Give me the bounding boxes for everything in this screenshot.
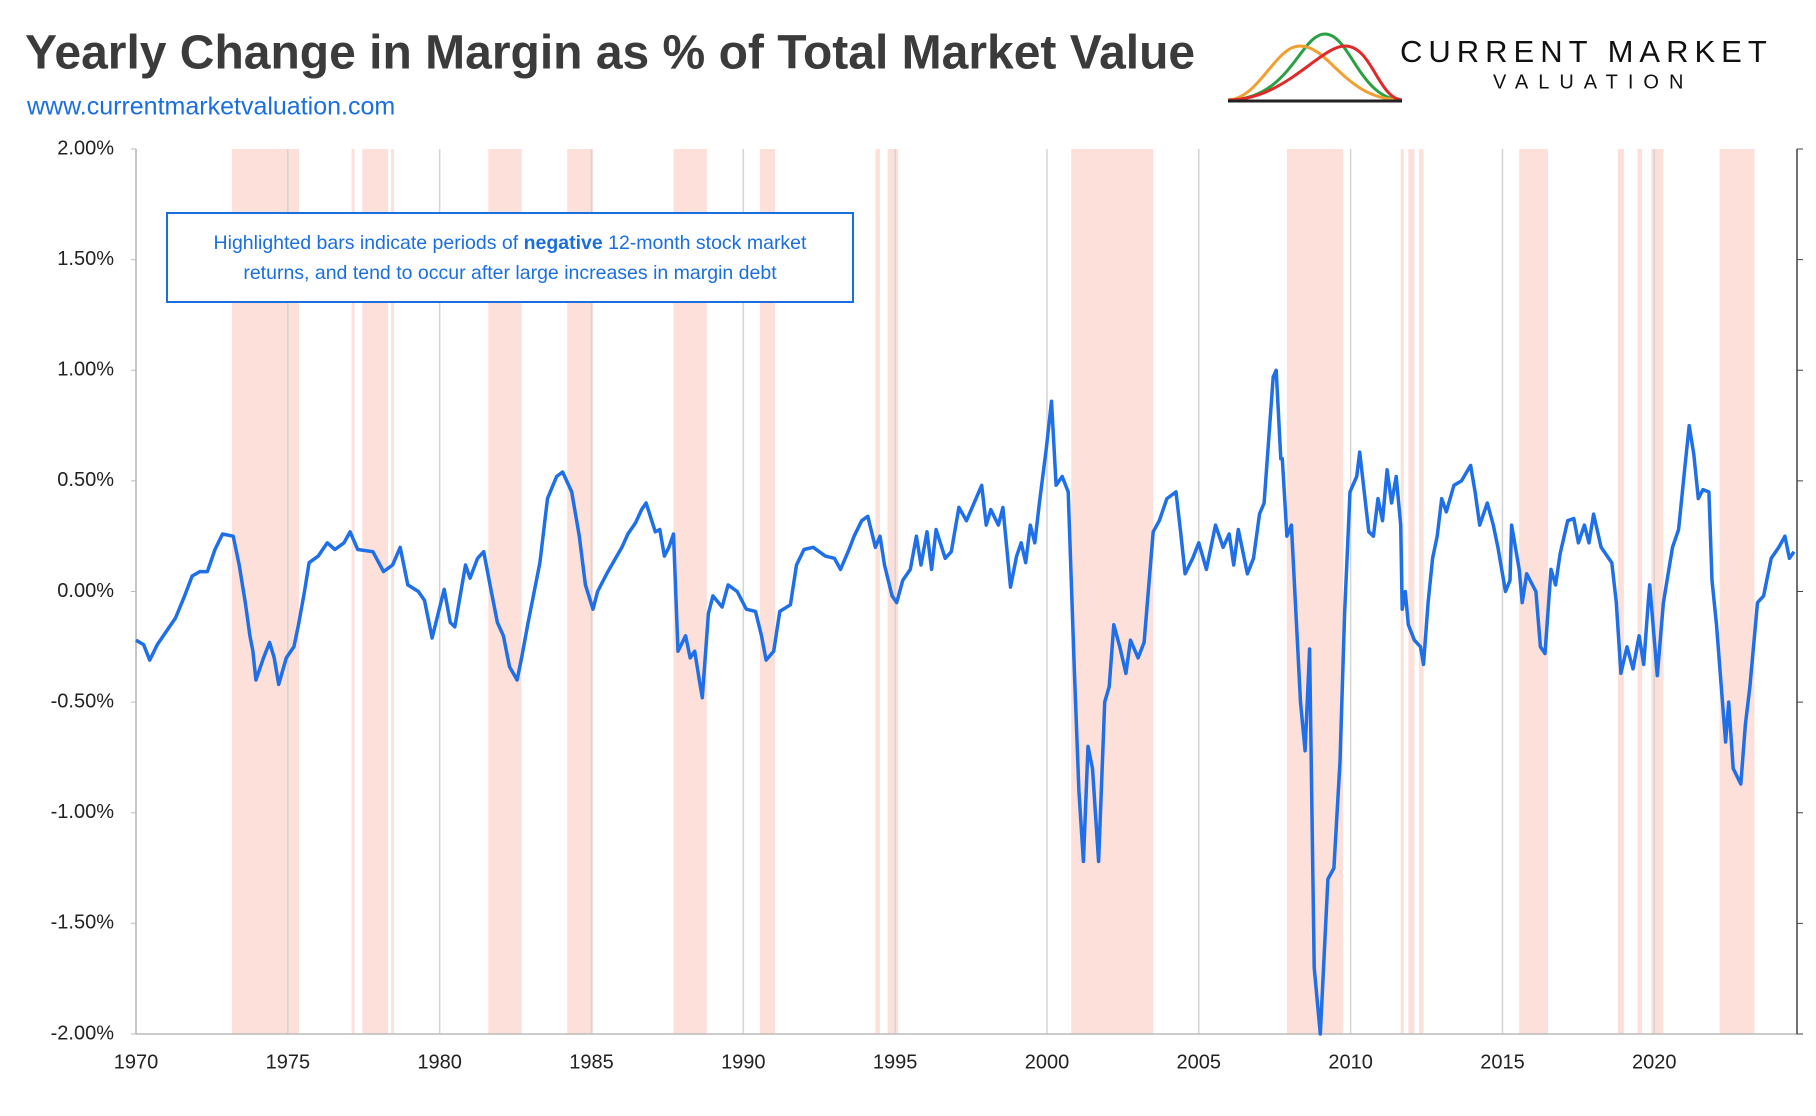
x-tick-label: 2005: [1177, 1051, 1222, 1073]
shaded-period: [1418, 149, 1424, 1034]
annotation-part: Highlighted bars indicate periods of: [213, 231, 524, 254]
shaded-period: [887, 149, 899, 1034]
logo-mark: [1227, 32, 1403, 103]
y-tick-label: -1.50%: [51, 912, 115, 934]
shaded-period: [1071, 149, 1154, 1034]
shaded-period: [760, 149, 776, 1034]
x-tick-label: 1995: [873, 1051, 918, 1073]
shaded-period: [1408, 149, 1415, 1034]
shaded-period: [1719, 149, 1755, 1034]
shaded-period: [1651, 149, 1664, 1034]
x-tick-label: 1975: [266, 1051, 311, 1073]
y-tick-label: -2.00%: [51, 1022, 115, 1044]
x-tick-label: 1990: [721, 1051, 766, 1073]
shaded-period: [391, 149, 395, 1034]
logo-text: CURRENT MARKET: [1400, 34, 1773, 69]
annotation-box: Highlighted bars indicate periods of neg…: [166, 212, 854, 303]
shaded-period: [875, 149, 880, 1034]
y-tick-label: 1.00%: [57, 359, 114, 381]
y-tick-label: 0.50%: [57, 469, 114, 491]
shaded-period: [351, 149, 355, 1034]
x-tick-label: 1985: [569, 1051, 614, 1073]
x-tick-label: 2015: [1480, 1051, 1525, 1073]
y-tick-label: 1.50%: [57, 248, 114, 270]
annotation-part: 12-month stock market returns, and tend …: [243, 231, 807, 284]
data-line: [135, 368, 1796, 1036]
annotation-bold: negative: [523, 231, 603, 254]
y-tick-label: -0.50%: [51, 690, 115, 712]
y-tick-label: -1.00%: [51, 801, 115, 823]
x-tick-label: 1980: [417, 1051, 462, 1073]
shaded-period: [1617, 149, 1624, 1034]
chart-subtitle: www.currentmarketvaluation.com: [26, 93, 395, 121]
annotation-text: Highlighted bars indicate periods of neg…: [178, 228, 842, 288]
chart-title: Yearly Change in Margin as % of Total Ma…: [25, 27, 1195, 80]
y-tick-label: 2.00%: [57, 137, 114, 159]
x-tick-label: 1970: [114, 1051, 159, 1073]
logo-subtext: VALUATION: [1493, 71, 1693, 93]
x-tick-label: 2020: [1632, 1051, 1677, 1073]
x-tick-label: 2010: [1328, 1051, 1373, 1073]
x-tick-label: 2000: [1025, 1051, 1070, 1073]
y-tick-label: 0.00%: [57, 580, 114, 602]
shaded-period: [1637, 149, 1643, 1034]
